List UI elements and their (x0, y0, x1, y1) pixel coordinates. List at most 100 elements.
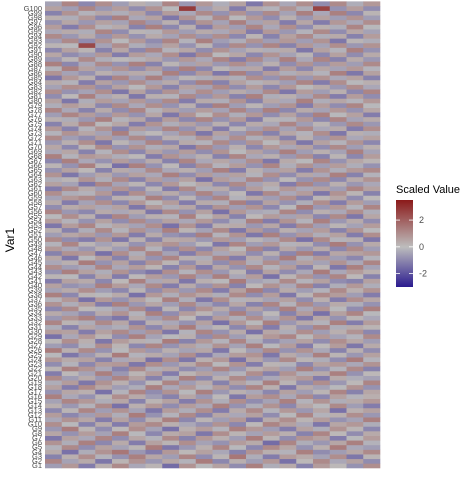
heatmap-cell (346, 241, 364, 247)
heatmap-cell (346, 463, 364, 469)
heatmap-cell (279, 357, 297, 363)
heatmap-cell (45, 75, 63, 81)
heatmap-cell (45, 6, 63, 11)
heatmap-cell (162, 417, 180, 423)
heatmap-cell (145, 347, 163, 353)
heatmap-cell (329, 190, 347, 196)
heatmap-cell (195, 158, 213, 164)
heatmap-cell (296, 306, 314, 312)
heatmap-cell (313, 440, 331, 446)
heatmap-cell (179, 338, 197, 344)
heatmap-cell (95, 121, 113, 127)
heatmap-cell (346, 153, 364, 159)
heatmap-cell (212, 47, 230, 53)
heatmap-cell (329, 149, 347, 155)
y-tick-label: G38 (28, 290, 42, 299)
heatmap-cell (45, 116, 63, 122)
heatmap-cell (128, 347, 146, 353)
heatmap-cell (363, 306, 381, 312)
heatmap-cell (45, 107, 63, 113)
heatmap-cell (145, 218, 163, 224)
heatmap-cell (229, 440, 247, 446)
heatmap-cell (61, 93, 79, 99)
heatmap-cell (313, 394, 331, 399)
heatmap-cell (195, 389, 213, 395)
heatmap-cell (246, 112, 264, 118)
heatmap-cell (363, 19, 381, 25)
heatmap-cell (179, 33, 197, 39)
heatmap-cell (363, 38, 381, 44)
heatmap-cell (262, 79, 280, 85)
heatmap-cell (329, 204, 347, 210)
heatmap-cell (179, 6, 197, 11)
heatmap-cell (363, 172, 381, 178)
heatmap-cell (128, 126, 146, 132)
heatmap-cell (162, 283, 180, 289)
heatmap-cell (112, 357, 130, 363)
heatmap-cell (296, 38, 314, 44)
heatmap-cell (346, 412, 364, 418)
heatmap-cell (128, 75, 146, 81)
heatmap-cell (346, 292, 364, 298)
heatmap-cell (45, 380, 63, 386)
heatmap-cell (195, 84, 213, 90)
heatmap-cell (145, 449, 163, 455)
heatmap-cell (179, 89, 197, 95)
heatmap-cell (262, 389, 280, 395)
heatmap-cell (363, 361, 381, 367)
heatmap-cell (229, 33, 247, 39)
heatmap-cell (313, 84, 331, 90)
heatmap-cell (78, 98, 96, 104)
heatmap-cell (363, 352, 381, 358)
heatmap-cell (45, 435, 63, 441)
heatmap-cell (262, 84, 280, 90)
heatmap-cell (363, 163, 381, 168)
heatmap-cell (262, 361, 280, 367)
heatmap-cell (279, 306, 297, 312)
heatmap-cell (229, 93, 247, 99)
heatmap-cell (313, 24, 331, 30)
heatmap-cell (246, 223, 264, 229)
heatmap-cell (363, 237, 381, 242)
heatmap-cell (78, 42, 96, 48)
heatmap-cell (296, 93, 314, 99)
heatmap-cell (145, 172, 163, 178)
heatmap-cell (212, 315, 230, 321)
heatmap-cell (313, 454, 331, 460)
heatmap-cell (296, 149, 314, 155)
heatmap-cell (145, 384, 163, 390)
heatmap-cell (346, 255, 364, 261)
heatmap-cell (262, 89, 280, 95)
heatmap-cell (329, 407, 347, 413)
heatmap-cell (45, 310, 63, 316)
heatmap-cell (179, 366, 197, 372)
heatmap-cell (313, 297, 331, 302)
heatmap-cell (296, 1, 314, 7)
heatmap-cell (262, 200, 280, 205)
heatmap-cell (296, 301, 314, 307)
heatmap-cell (145, 357, 163, 363)
heatmap-cell (363, 287, 381, 293)
heatmap-cell (313, 75, 331, 81)
heatmap-cell (95, 297, 113, 302)
heatmap-cell (363, 70, 381, 76)
heatmap-cell (78, 79, 96, 85)
heatmap-cell (229, 352, 247, 358)
heatmap-cell (296, 241, 314, 247)
heatmap-cell (229, 232, 247, 238)
heatmap-cell (346, 273, 364, 279)
y-tick-label: G49 (28, 239, 42, 248)
heatmap-cell (313, 370, 331, 376)
heatmap-cell (61, 237, 79, 242)
heatmap-cell (329, 237, 347, 242)
heatmap-cell (279, 190, 297, 196)
heatmap-cell (346, 278, 364, 284)
heatmap-cell (78, 398, 96, 404)
heatmap-cell (296, 167, 314, 173)
heatmap-cell (45, 269, 63, 275)
heatmap-cell (45, 260, 63, 266)
heatmap-cell (363, 440, 381, 446)
heatmap-cell (145, 292, 163, 298)
heatmap-cell (329, 181, 347, 187)
heatmap-cell (313, 315, 331, 321)
